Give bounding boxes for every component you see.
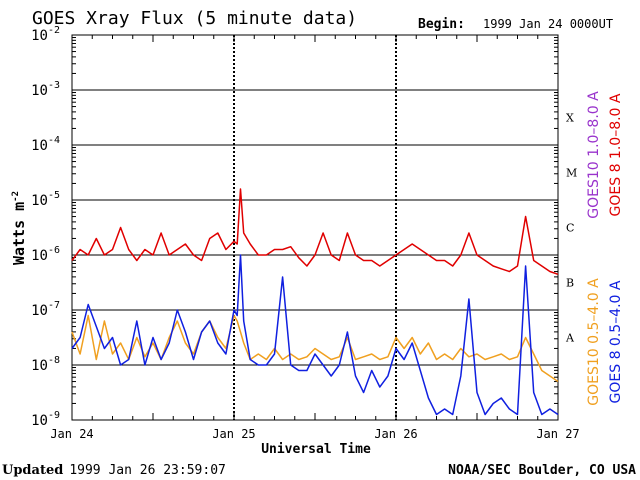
- legend-goes10-long: GOES10 1.0–8.0 A: [586, 91, 602, 219]
- flare-class-labels: X M C B A: [565, 112, 577, 345]
- flare-class-x: X: [566, 112, 574, 125]
- legend-goes8-long: GOES 8 1.0–8.0 A: [608, 93, 624, 216]
- flare-class-a: A: [565, 332, 575, 345]
- y-axis-label: Watts m-2: [10, 191, 28, 265]
- credit-text: NOAA/SEC Boulder, CO USA: [448, 463, 636, 478]
- y-tick-label: 10-6: [31, 245, 60, 264]
- flare-class-b: B: [566, 277, 574, 290]
- x-tick-label: Jan 27: [536, 427, 579, 441]
- x-axis-ticks: Jan 24 Jan 25 Jan 26 Jan 27: [50, 35, 580, 441]
- series-line-1: [71, 188, 559, 276]
- legend-goes10-short: GOES10 0.5–4.0 A: [586, 278, 602, 406]
- flare-class-m: M: [566, 167, 577, 180]
- y-tick-label: 10-3: [31, 80, 60, 99]
- series-line-2: [71, 314, 559, 383]
- updated-info: Updated 1999 Jan 26 23:59:07: [2, 463, 226, 478]
- legend-goes8-short: GOES 8 0.5–4.0 A: [608, 280, 624, 403]
- y-tick-label: 10-9: [31, 410, 60, 429]
- y-tick-label: 10-8: [31, 355, 60, 374]
- x-tick-label: Jan 24: [50, 427, 93, 441]
- series-line-3: [71, 254, 559, 416]
- y-tick-label: 10-5: [31, 190, 60, 209]
- chart-title: GOES Xray Flux (5 minute data): [32, 8, 357, 29]
- y-tick-label: 10-4: [31, 135, 60, 154]
- x-tick-label: Jan 26: [374, 427, 417, 441]
- begin-label: Begin:: [418, 17, 465, 32]
- data-series: [71, 188, 559, 416]
- flare-class-c: C: [566, 222, 574, 235]
- begin-value: 1999 Jan 24 0000UT: [483, 17, 613, 31]
- y-axis-ticks: 10-2 10-3 10-4 10-5 10-6 10-7 10-8 10-9: [31, 25, 558, 429]
- y-tick-label: 10-2: [31, 25, 60, 44]
- y-tick-label: 10-7: [31, 300, 60, 319]
- x-axis-label: Universal Time: [261, 442, 371, 457]
- x-tick-label: Jan 25: [212, 427, 255, 441]
